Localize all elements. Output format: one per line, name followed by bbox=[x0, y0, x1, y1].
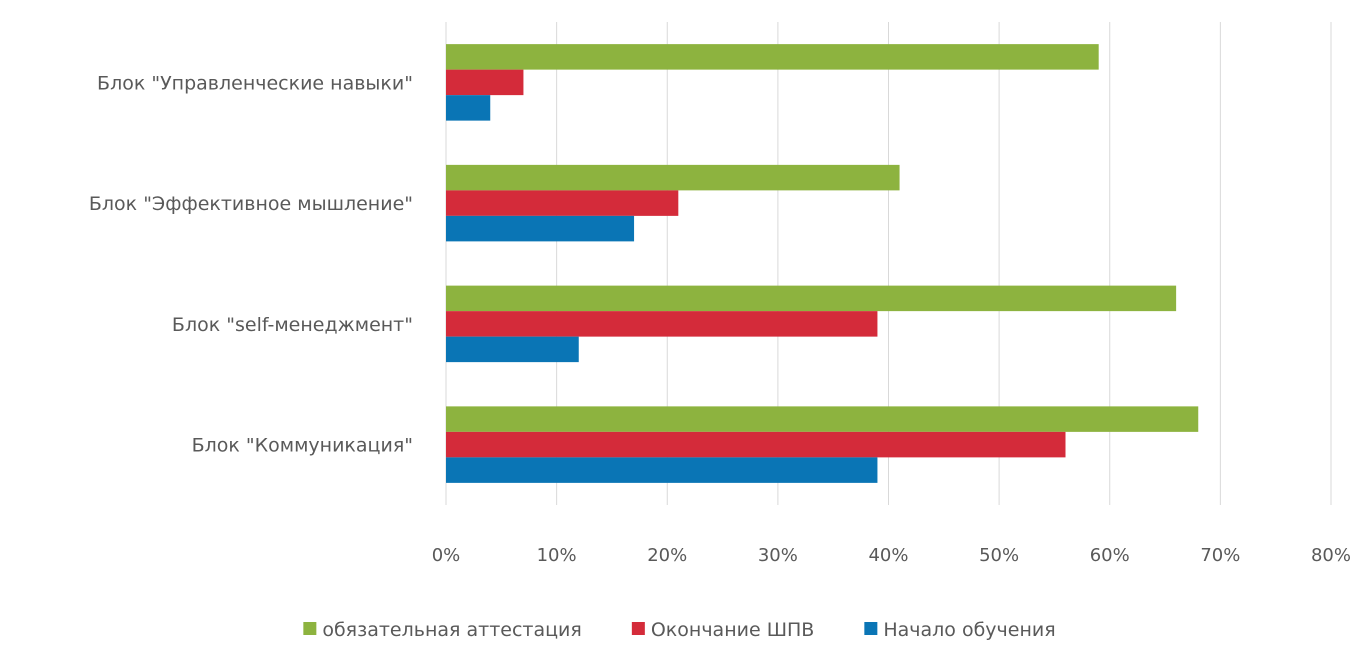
x-axis-tick-labels: 0% 10% 20% 30% 40% 50% 60% 70% 80% bbox=[432, 545, 1351, 566]
x-tick-label: 80% bbox=[1311, 545, 1351, 566]
gridlines bbox=[445, 22, 1332, 505]
bar bbox=[446, 164, 900, 191]
legend-label: Окончание ШПВ bbox=[651, 619, 815, 641]
bar bbox=[446, 431, 1066, 458]
bar bbox=[446, 44, 1099, 70]
legend-swatch bbox=[864, 622, 878, 635]
legend-swatch bbox=[631, 622, 645, 635]
x-tick-label: 60% bbox=[1090, 545, 1130, 566]
x-tick-label: 10% bbox=[537, 545, 577, 566]
bar bbox=[446, 457, 878, 483]
bar bbox=[446, 311, 878, 337]
x-tick-label: 20% bbox=[647, 545, 687, 566]
bar bbox=[446, 406, 1199, 432]
x-tick-label: 50% bbox=[979, 545, 1019, 566]
category-label: Блок "Коммуникация" bbox=[192, 435, 413, 457]
bar bbox=[446, 285, 1177, 312]
legend-label: Начало обучения bbox=[883, 619, 1055, 641]
legend-label: обязательная аттестация bbox=[322, 619, 582, 641]
category-label: Блок "Эффективное мышление" bbox=[89, 193, 413, 215]
bar bbox=[446, 190, 679, 216]
x-tick-label: 30% bbox=[758, 545, 798, 566]
category-label: Блок "self-менеджмент" bbox=[172, 314, 413, 336]
bar bbox=[446, 95, 491, 121]
bar bbox=[446, 336, 579, 363]
x-tick-label: 0% bbox=[432, 545, 461, 566]
category-label: Блок "Управленческие навыки" bbox=[97, 72, 413, 94]
bar bbox=[446, 215, 635, 242]
category-labels: Блок "Управленческие навыки" Блок "Эффект… bbox=[89, 72, 413, 456]
x-tick-label: 70% bbox=[1200, 545, 1240, 566]
legend-swatch bbox=[303, 622, 317, 635]
bars bbox=[446, 44, 1199, 483]
bar bbox=[446, 69, 524, 96]
legend: обязательная аттестация Окончание ШПВ Нача… bbox=[303, 619, 1056, 641]
x-tick-label: 40% bbox=[868, 545, 908, 566]
